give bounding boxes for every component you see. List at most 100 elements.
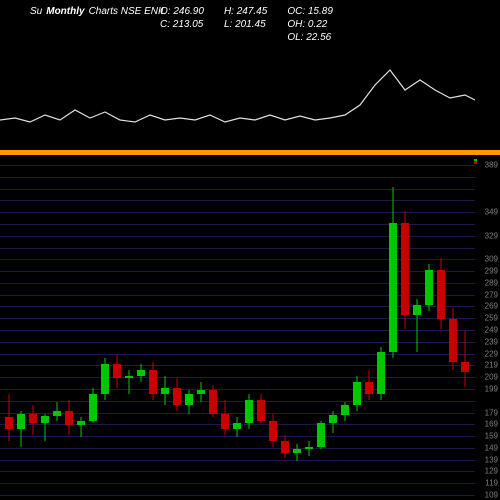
candle[interactable] [281,165,289,495]
ohlc-stats: O: 246.90 H: 247.45 OC: 15.89 C: 213.05 … [160,6,333,43]
candle[interactable] [89,165,97,495]
candle[interactable] [293,165,301,495]
axis-label: 129 [485,467,498,476]
candle[interactable] [449,165,457,495]
candle[interactable] [149,165,157,495]
candle[interactable] [317,165,325,495]
stat-oc: OC: 15.89 [287,6,333,17]
candle-body [113,364,121,378]
candle-body [29,414,37,423]
candle-body [353,382,361,406]
grid-line [0,495,475,496]
candle[interactable] [101,165,109,495]
candle[interactable] [17,165,25,495]
last-candle-marker [474,159,477,164]
candle-body [53,411,61,416]
candle-body [221,414,229,429]
candle[interactable] [161,165,169,495]
axis-label: 139 [485,455,498,464]
candle-body [197,390,205,394]
candle-body [5,417,13,429]
axis-label: 309 [485,255,498,264]
title-prefix: Su [30,6,42,17]
candle[interactable] [53,165,61,495]
candle[interactable] [437,165,445,495]
axis-label: 389 [485,161,498,170]
candle[interactable] [257,165,265,495]
candle-body [413,305,421,314]
candle[interactable] [221,165,229,495]
candle[interactable] [173,165,181,495]
candle[interactable] [413,165,421,495]
candle-body [125,376,133,378]
stat-ol: OL: 22.56 [287,32,333,43]
candle[interactable] [125,165,133,495]
axis-label: 219 [485,361,498,370]
candle[interactable] [329,165,337,495]
candle-body [149,370,157,394]
candle-body [41,416,49,423]
stat-c: C: 213.05 [160,19,204,30]
candle-body [341,405,349,414]
candle-body [65,411,73,425]
candle[interactable] [5,165,13,495]
candle[interactable] [461,165,469,495]
candle[interactable] [245,165,253,495]
candle-body [293,449,301,453]
candlestick-chart[interactable] [0,165,475,495]
chart-title: Su Monthly Charts NSE ENIL [30,6,166,17]
axis-label: 229 [485,349,498,358]
axis-label: 249 [485,326,498,335]
candle-wick [465,331,466,386]
candle[interactable] [401,165,409,495]
candle-body [173,388,181,406]
candle-body [377,352,385,393]
price-axis: 3893493293092992892792692592492392292192… [475,165,498,495]
candle[interactable] [365,165,373,495]
candle[interactable] [389,165,397,495]
candle[interactable] [341,165,349,495]
candle[interactable] [41,165,49,495]
title-suffix: Charts NSE ENIL [89,6,167,17]
candle-body [317,423,325,447]
candle-body [389,223,397,353]
axis-label: 259 [485,314,498,323]
candle[interactable] [185,165,193,495]
candle-body [89,394,97,421]
axis-label: 289 [485,278,498,287]
candle[interactable] [305,165,313,495]
candle-body [449,319,457,361]
candle[interactable] [269,165,277,495]
candle-wick [129,370,130,394]
axis-label: 329 [485,231,498,240]
candle[interactable] [353,165,361,495]
candle-body [101,364,109,393]
stat-oh: OH: 0.22 [287,19,333,30]
candle-body [425,270,433,305]
axis-label: 199 [485,384,498,393]
chart-separator [0,150,500,155]
candle-wick [297,444,298,461]
candle[interactable] [29,165,37,495]
candle-body [461,362,469,373]
candle-body [305,447,313,449]
candle[interactable] [77,165,85,495]
title-bold: Monthly [46,6,84,17]
candle-body [269,421,277,441]
candle[interactable] [425,165,433,495]
candle[interactable] [209,165,217,495]
candle[interactable] [137,165,145,495]
candle[interactable] [377,165,385,495]
axis-label: 169 [485,420,498,429]
candle[interactable] [197,165,205,495]
axis-label: 209 [485,373,498,382]
candle[interactable] [233,165,241,495]
axis-label: 149 [485,443,498,452]
candle-body [233,423,241,429]
candle-body [401,223,409,315]
indicator-line-chart [0,50,475,140]
axis-label: 109 [485,491,498,500]
candle-body [161,388,169,394]
candle[interactable] [65,165,73,495]
candle[interactable] [113,165,121,495]
